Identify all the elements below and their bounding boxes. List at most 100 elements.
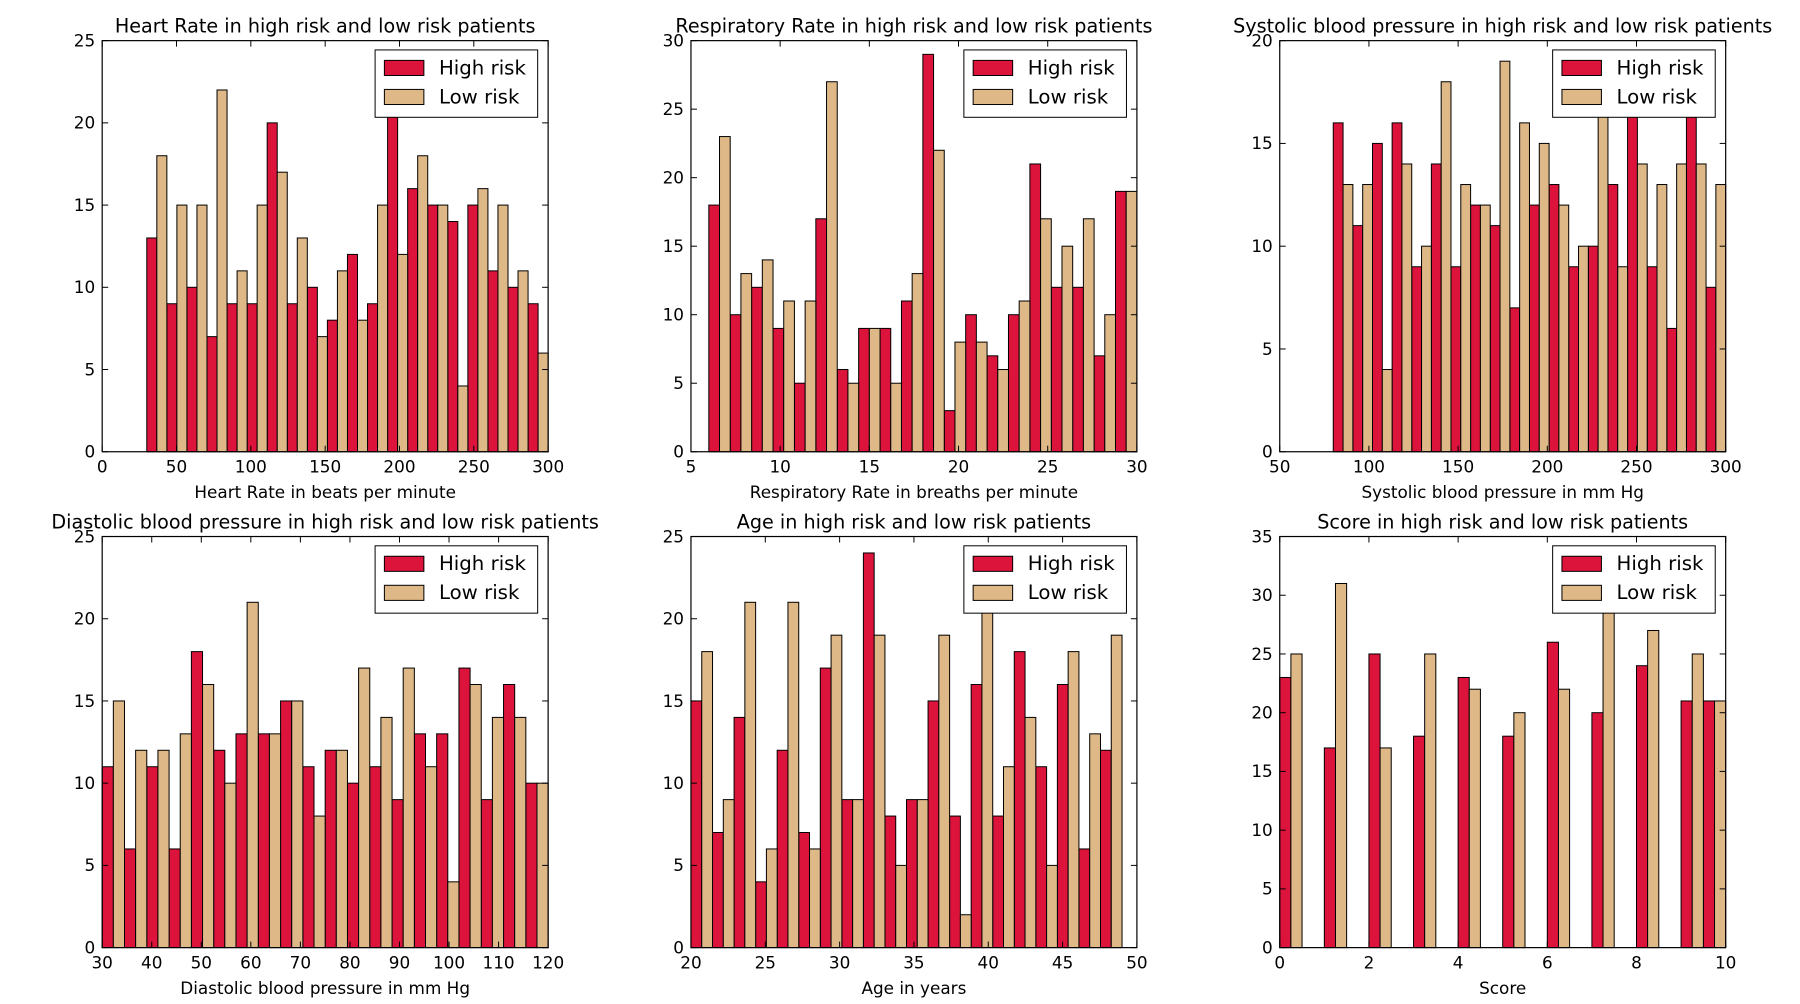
plot-frame (1279, 535, 1727, 949)
legend: High risk Low risk (963, 49, 1127, 118)
bar-high-risk (755, 881, 767, 949)
bar-high-risk (1093, 355, 1106, 453)
bar-high-risk (503, 684, 516, 949)
y-tick-label: 5 (1262, 879, 1273, 899)
x-tick-label: 35 (903, 953, 924, 973)
bar-high-risk (326, 319, 338, 453)
bar-low-risk (497, 204, 509, 453)
bar-low-risk (196, 204, 208, 453)
y-tick-label: 10 (1251, 236, 1272, 256)
bar-low-risk (246, 601, 259, 949)
bar-high-risk (965, 314, 977, 453)
chart-title: Respiratory Rate in high risk and low ri… (675, 15, 1152, 38)
x-tick-label: 10 (1715, 953, 1736, 973)
bar-low-risk (1290, 653, 1303, 949)
bar-high-risk (943, 410, 956, 453)
x-axis-label: Respiratory Rate in breaths per minute (750, 482, 1078, 502)
bar-high-risk (1352, 225, 1364, 453)
bar-high-risk (1007, 314, 1020, 453)
legend: High risk Low risk (374, 545, 539, 614)
bar-low-risk (809, 848, 821, 949)
y-tick-label: 20 (74, 609, 95, 629)
bar-low-risk (224, 782, 237, 949)
bar-low-risk (890, 382, 902, 453)
bar-high-risk (387, 105, 399, 453)
bar-low-risk (1691, 653, 1704, 949)
y-tick-label: 15 (74, 691, 95, 711)
bar-low-risk (1656, 184, 1668, 453)
bar-high-risk (1680, 700, 1693, 949)
x-tick-label: 100 (433, 953, 465, 973)
bar-low-risk (783, 300, 795, 453)
bar-low-risk (765, 848, 778, 949)
y-tick-label: 10 (74, 277, 95, 297)
bar-group (1279, 582, 1727, 949)
bar-low-risk (1040, 218, 1052, 453)
bar-high-risk (906, 799, 918, 949)
x-tick-label: 50 (166, 457, 187, 477)
y-tick-label: 25 (663, 99, 684, 119)
bar-high-risk (1457, 676, 1470, 949)
bar-low-risk (1499, 60, 1511, 453)
legend-label: High risk (1028, 56, 1116, 79)
legend-swatch-low-risk (383, 88, 425, 106)
y-tick-label: 0 (673, 442, 684, 462)
bar-high-risk (819, 667, 832, 949)
bar-low-risk (1002, 766, 1015, 949)
legend-swatch-low-risk (1561, 88, 1602, 106)
bar-high-risk (525, 782, 538, 949)
bar-low-risk (397, 253, 409, 453)
bar-high-risk (1430, 163, 1442, 453)
bar-low-risk (981, 601, 994, 949)
y-tick-label: 10 (663, 773, 684, 793)
x-tick-label: 2 (1364, 953, 1375, 973)
y-tick-label: 25 (74, 526, 95, 546)
y-tick-label: 10 (74, 773, 95, 793)
x-axis-label: Diastolic blood pressure in mm Hg (180, 978, 470, 998)
y-tick-label: 15 (1251, 133, 1272, 153)
bar-low-risk (1695, 163, 1707, 453)
x-tick-label: 15 (859, 457, 880, 477)
bar-high-risk (427, 204, 439, 453)
bar-low-risk (296, 237, 308, 453)
legend: High risk Low risk (1552, 545, 1716, 614)
bar-high-risk (970, 684, 983, 949)
bar-low-risk (1424, 653, 1437, 949)
bar-low-risk (1676, 163, 1687, 453)
y-tick-label: 30 (663, 30, 684, 50)
x-tick-label: 10 (769, 457, 790, 477)
legend-swatch-high-risk (383, 555, 425, 572)
x-tick-label: 300 (532, 457, 564, 477)
bar-high-risk (458, 667, 471, 949)
bar-high-risk (772, 327, 785, 453)
bar-high-risk (436, 733, 449, 949)
bar-low-risk (1018, 300, 1031, 453)
bar-low-risk (1715, 184, 1727, 453)
bar-high-risk (862, 552, 875, 949)
legend-label: High risk (1617, 552, 1705, 575)
bar-high-risk (922, 53, 935, 453)
bar-high-risk (306, 286, 318, 453)
bar-low-risk (852, 799, 864, 949)
bar-high-risk (1702, 700, 1716, 949)
bar-high-risk (712, 832, 724, 949)
bar-low-risk (358, 667, 371, 949)
bar-low-risk (954, 341, 967, 453)
bar-high-risk (266, 122, 278, 453)
bar-high-risk (1323, 747, 1336, 949)
bar-high-risk (480, 799, 493, 949)
bar-high-risk (1279, 676, 1292, 949)
bar-low-risk (847, 382, 860, 453)
x-tick-label: 90 (389, 953, 410, 973)
bar-low-risk (740, 273, 753, 453)
bar-high-risk (729, 314, 742, 453)
y-tick-label: 35 (1251, 526, 1272, 546)
y-tick-label: 25 (1251, 644, 1272, 664)
bar-high-risk (1685, 101, 1697, 453)
bar-low-risk (313, 815, 326, 949)
bar-low-risk (1636, 163, 1648, 453)
legend-label: Low risk (439, 581, 520, 604)
bar-low-risk (517, 270, 529, 453)
bar-low-risk (1602, 594, 1615, 949)
bar-low-risk (1046, 864, 1058, 949)
